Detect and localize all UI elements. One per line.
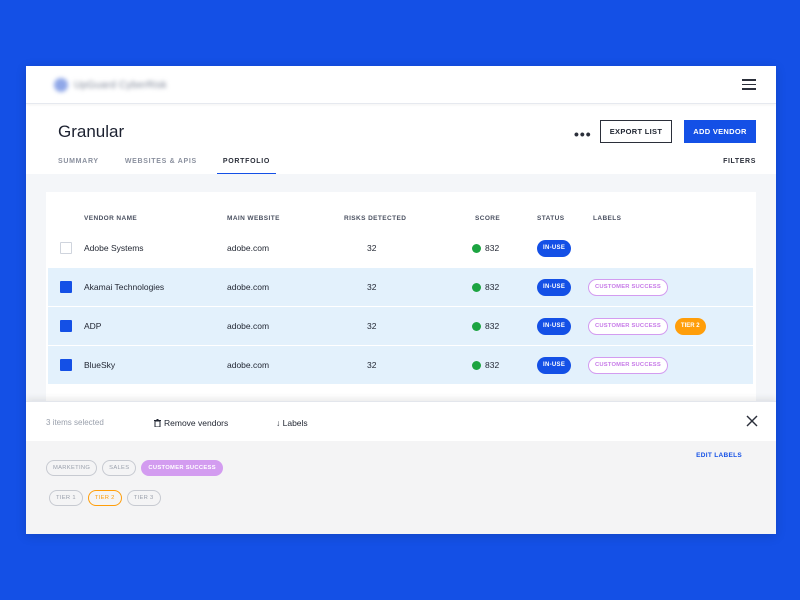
- label-picker-group: MARKETING SALES CUSTOMER SUCCESS: [46, 460, 223, 476]
- tab-websites-apis[interactable]: WEBSITES & APIS: [124, 158, 197, 165]
- labels-button[interactable]: ↓ Labels: [276, 418, 308, 428]
- vendor-website: adobe.com: [227, 360, 270, 370]
- column-header-status: STATUS: [537, 215, 565, 222]
- row-checkbox[interactable]: [60, 242, 72, 254]
- close-icon[interactable]: [746, 415, 758, 427]
- vendor-website: adobe.com: [227, 321, 270, 331]
- score-cell: 832: [472, 307, 499, 345]
- row-checkbox[interactable]: [60, 281, 72, 293]
- vendor-table: VENDOR NAME MAIN WEBSITE RISKS DETECTED …: [46, 192, 756, 422]
- risks-count: 32: [367, 282, 377, 292]
- logo-text: UpGuard CyberRisk: [74, 79, 167, 91]
- status-badge: IN-USE: [537, 278, 572, 296]
- label-option-tier-2[interactable]: TIER 2: [87, 490, 122, 506]
- score-cell: 832: [472, 229, 499, 267]
- vendor-name[interactable]: ADP: [84, 321, 102, 331]
- risks-count: 32: [367, 321, 377, 331]
- app-window: UpGuard CyberRisk Granular ••• EXPORT LI…: [26, 66, 776, 534]
- labels-button-label: ↓ Labels: [276, 418, 308, 428]
- vendor-name[interactable]: BlueSky: [84, 360, 116, 370]
- label-badge-tier-2[interactable]: TIER 2: [674, 317, 706, 335]
- score-status-icon: [472, 360, 481, 370]
- selection-action-bar: 3 items selected Remove vendors ↓ Labels: [26, 401, 776, 441]
- status-badge: IN-USE: [537, 239, 572, 257]
- score-status-icon: [472, 243, 481, 253]
- export-list-button[interactable]: EXPORT LIST: [600, 120, 672, 143]
- status-badge: IN-USE: [537, 356, 572, 374]
- column-header-risks-detected[interactable]: RISKS DETECTED: [344, 215, 407, 222]
- vendor-name[interactable]: Akamai Technologies: [84, 282, 165, 292]
- tab-portfolio[interactable]: PORTFOLIO: [216, 158, 277, 175]
- bulk-action-panel: 3 items selected Remove vendors ↓ Labels…: [26, 401, 776, 534]
- status-badge: IN-USE: [537, 317, 572, 335]
- score-value: 832: [485, 321, 500, 331]
- score-value: 832: [485, 243, 500, 253]
- vendor-website: adobe.com: [227, 243, 270, 253]
- tier-picker-group: TIER 1 TIER 2 TIER 3: [49, 490, 161, 506]
- trash-icon: [154, 419, 161, 427]
- selected-count: 3 items selected: [46, 418, 104, 427]
- column-header-score[interactable]: SCORE: [475, 215, 501, 222]
- label-badge-customer-success[interactable]: CUSTOMER SUCCESS: [588, 317, 668, 335]
- row-checkbox[interactable]: [60, 320, 72, 332]
- add-vendor-button[interactable]: ADD VENDOR: [684, 120, 756, 143]
- table-row[interactable]: Adobe Systems adobe.com 32 832 IN-USE: [48, 229, 753, 267]
- label-option-marketing[interactable]: MARKETING: [46, 460, 98, 476]
- label-option-tier-3[interactable]: TIER 3: [126, 490, 161, 506]
- label-badge-customer-success[interactable]: CUSTOMER SUCCESS: [588, 356, 668, 374]
- filters-button[interactable]: FILTERS: [723, 158, 756, 165]
- content-area: VENDOR NAME MAIN WEBSITE RISKS DETECTED …: [26, 174, 776, 422]
- vendor-name[interactable]: Adobe Systems: [84, 243, 144, 253]
- column-header-vendor-name[interactable]: VENDOR NAME: [84, 215, 138, 222]
- score-value: 832: [485, 360, 500, 370]
- table-row[interactable]: ADP adobe.com 32 832 IN-USE CUSTOMER SUC…: [48, 307, 753, 345]
- score-status-icon: [472, 321, 481, 331]
- remove-vendors-button[interactable]: Remove vendors: [154, 418, 228, 428]
- table-row[interactable]: BlueSky adobe.com 32 832 IN-USE CUSTOMER…: [48, 346, 753, 384]
- label-badge-customer-success[interactable]: CUSTOMER SUCCESS: [588, 278, 668, 296]
- label-option-customer-success[interactable]: CUSTOMER SUCCESS: [141, 460, 223, 476]
- table-header: VENDOR NAME MAIN WEBSITE RISKS DETECTED …: [46, 215, 756, 227]
- score-cell: 832: [472, 346, 499, 384]
- vendor-website: adobe.com: [227, 282, 270, 292]
- more-options-button[interactable]: •••: [574, 126, 592, 142]
- score-cell: 832: [472, 268, 499, 306]
- brand-logo[interactable]: UpGuard CyberRisk: [54, 78, 167, 92]
- label-option-sales[interactable]: SALES: [102, 460, 137, 476]
- row-checkbox[interactable]: [60, 359, 72, 371]
- remove-vendors-label: Remove vendors: [164, 418, 229, 428]
- score-value: 832: [485, 282, 500, 292]
- risks-count: 32: [367, 360, 377, 370]
- column-header-main-website[interactable]: MAIN WEBSITE: [227, 215, 280, 222]
- logo-mark-icon: [54, 78, 68, 92]
- score-status-icon: [472, 282, 481, 292]
- table-row[interactable]: Akamai Technologies adobe.com 32 832 IN-…: [48, 268, 753, 306]
- risks-count: 32: [367, 243, 377, 253]
- column-header-labels: LABELS: [593, 215, 622, 222]
- top-navigation-bar: UpGuard CyberRisk: [26, 66, 776, 104]
- edit-labels-button[interactable]: EDIT LABELS: [696, 452, 742, 459]
- label-option-tier-1[interactable]: TIER 1: [49, 490, 83, 506]
- tab-summary[interactable]: SUMMARY: [58, 158, 99, 165]
- hamburger-menu-icon[interactable]: [742, 79, 756, 90]
- page-tabs: SUMMARY WEBSITES & APIS PORTFOLIO: [58, 158, 302, 175]
- page-title: Granular: [58, 122, 125, 141]
